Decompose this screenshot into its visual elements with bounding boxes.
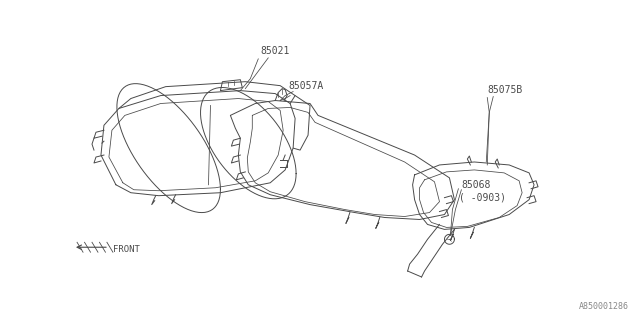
Text: A850001286: A850001286	[579, 302, 628, 311]
Text: 85075B: 85075B	[487, 84, 522, 95]
Text: FRONT: FRONT	[113, 245, 140, 254]
Text: 85057A: 85057A	[288, 81, 323, 91]
Text: 85068: 85068	[461, 180, 491, 190]
Text: 85021: 85021	[260, 46, 290, 56]
Text: ( -0903): ( -0903)	[460, 193, 506, 203]
